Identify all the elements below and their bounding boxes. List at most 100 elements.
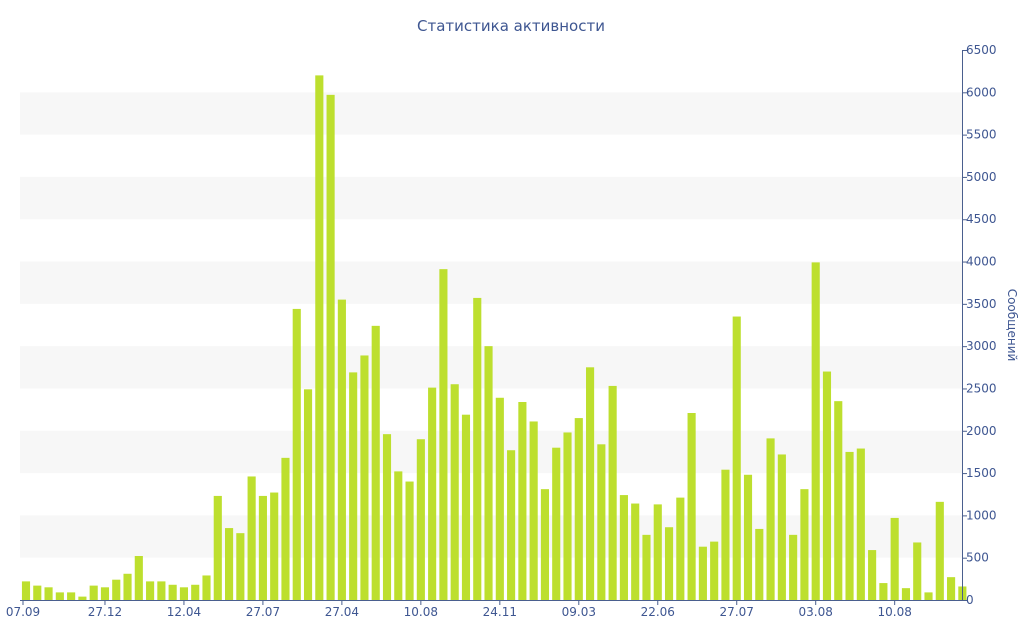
bar [371, 325, 380, 600]
bar [687, 413, 696, 600]
bar [157, 581, 166, 600]
bar [405, 481, 414, 600]
bar [608, 385, 617, 600]
y-tick-label: 2500 [966, 381, 997, 395]
bar [55, 592, 64, 600]
bar [213, 495, 222, 600]
y-tick-label: 3000 [966, 339, 997, 353]
bar [845, 451, 854, 600]
bar [225, 528, 234, 600]
bar [766, 438, 775, 600]
bar [112, 579, 121, 600]
bar [529, 421, 538, 600]
bar [947, 577, 956, 600]
bar [834, 401, 843, 600]
y-tick-label: 6000 [966, 85, 997, 99]
x-tick-label: 10.08 [877, 605, 911, 619]
x-tick-label: 07.09 [6, 605, 40, 619]
bar [360, 355, 369, 600]
bar [168, 584, 177, 600]
bar [202, 575, 211, 600]
y-tick-label: 4500 [966, 212, 997, 226]
bar [868, 550, 877, 600]
bar [473, 297, 482, 600]
bar [292, 308, 301, 600]
bar [78, 596, 87, 600]
bar [721, 469, 730, 600]
bar [247, 476, 256, 600]
bar [21, 581, 31, 600]
bar [732, 316, 741, 600]
bar [777, 454, 786, 600]
y-tick-label: 5000 [966, 170, 997, 184]
bar [552, 447, 561, 600]
bar [743, 474, 753, 600]
y-tick-label: 4000 [966, 255, 997, 269]
bar [664, 527, 674, 600]
y-tick-label: 1000 [966, 508, 997, 522]
x-tick-label: 24.11 [483, 605, 517, 619]
y-tick-label: 6500 [966, 43, 997, 57]
bar [856, 448, 865, 600]
x-tick-label: 03.08 [799, 605, 833, 619]
x-tick-label: 22.06 [641, 605, 675, 619]
bar [450, 384, 459, 600]
x-tick-label: 27.04 [325, 605, 359, 619]
bar [428, 387, 437, 600]
bar [394, 471, 403, 600]
bar [134, 556, 143, 600]
bar [586, 367, 595, 600]
bar [89, 585, 98, 600]
grid-band [20, 176, 962, 220]
bar [326, 94, 335, 600]
bar [924, 592, 933, 600]
bar [416, 439, 425, 600]
bar [822, 371, 832, 600]
bar [270, 492, 279, 600]
x-tick-label: 12.04 [167, 605, 201, 619]
bar [44, 587, 53, 600]
bar [337, 299, 346, 600]
x-tick-label: 09.03 [562, 605, 596, 619]
bar [382, 434, 392, 600]
bar [619, 495, 628, 600]
x-tick-label: 27.12 [88, 605, 122, 619]
x-tick-label: 27.07 [720, 605, 754, 619]
bar [789, 534, 798, 600]
bar [258, 495, 267, 600]
bar [676, 497, 685, 600]
y-tick-label: 1500 [966, 466, 997, 480]
bar [349, 372, 358, 600]
bar [484, 346, 493, 600]
axes: 0 500 1000 1500 2000 2500 3000 3500 4000 4500 5000… [6, 43, 997, 619]
bar [179, 587, 189, 600]
bar [518, 402, 527, 600]
bar [935, 501, 944, 600]
bar [100, 587, 110, 600]
y-tick-label: 500 [966, 551, 989, 565]
y-tick-label: 5500 [966, 128, 997, 142]
chart-title: Статистика активности [417, 17, 605, 35]
bar [507, 450, 516, 600]
y-tick-label: 3500 [966, 297, 997, 311]
y-tick-label: 2000 [966, 424, 997, 438]
bar [574, 418, 583, 600]
grid-band [20, 261, 962, 304]
bar [710, 541, 719, 600]
grid-bands [20, 92, 962, 558]
bar [495, 397, 504, 600]
bar [236, 533, 245, 600]
bar [653, 504, 662, 600]
bar [563, 432, 572, 600]
bar [800, 489, 809, 600]
bar-series [21, 75, 967, 600]
bar [191, 584, 200, 600]
bar [67, 592, 76, 600]
bar [461, 414, 471, 600]
bar [597, 444, 606, 600]
bar [631, 503, 640, 600]
x-tick-label: 10.08 [404, 605, 438, 619]
y-tick-label: 0 [966, 593, 974, 607]
